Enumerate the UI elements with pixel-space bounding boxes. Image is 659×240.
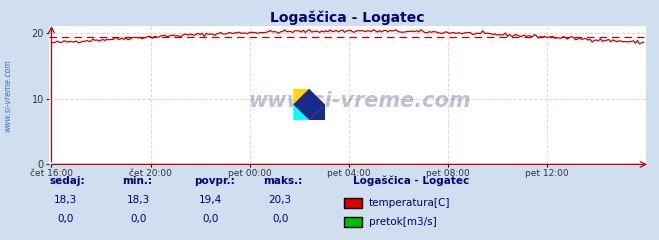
- Text: 20,3: 20,3: [268, 195, 292, 205]
- Polygon shape: [293, 89, 325, 120]
- Text: 0,0: 0,0: [58, 214, 74, 224]
- Title: Logaščica - Logatec: Logaščica - Logatec: [270, 11, 425, 25]
- Text: www.si-vreme.com: www.si-vreme.com: [3, 60, 13, 132]
- Text: pretok[m3/s]: pretok[m3/s]: [369, 217, 437, 227]
- Text: 0,0: 0,0: [272, 214, 288, 224]
- Text: sedaj:: sedaj:: [49, 176, 85, 186]
- Text: 18,3: 18,3: [54, 195, 78, 205]
- Polygon shape: [293, 104, 309, 120]
- Text: 0,0: 0,0: [130, 214, 146, 224]
- Text: 18,3: 18,3: [127, 195, 150, 205]
- Text: maks.:: maks.:: [264, 176, 303, 186]
- Text: povpr.:: povpr.:: [194, 176, 235, 186]
- Polygon shape: [309, 104, 325, 120]
- Text: 19,4: 19,4: [199, 195, 223, 205]
- Text: temperatura[C]: temperatura[C]: [369, 198, 451, 208]
- Polygon shape: [293, 89, 325, 120]
- Text: 0,0: 0,0: [203, 214, 219, 224]
- Text: Logaščica - Logatec: Logaščica - Logatec: [353, 175, 469, 186]
- Text: www.si-vreme.com: www.si-vreme.com: [248, 91, 471, 111]
- Text: min.:: min.:: [122, 176, 152, 186]
